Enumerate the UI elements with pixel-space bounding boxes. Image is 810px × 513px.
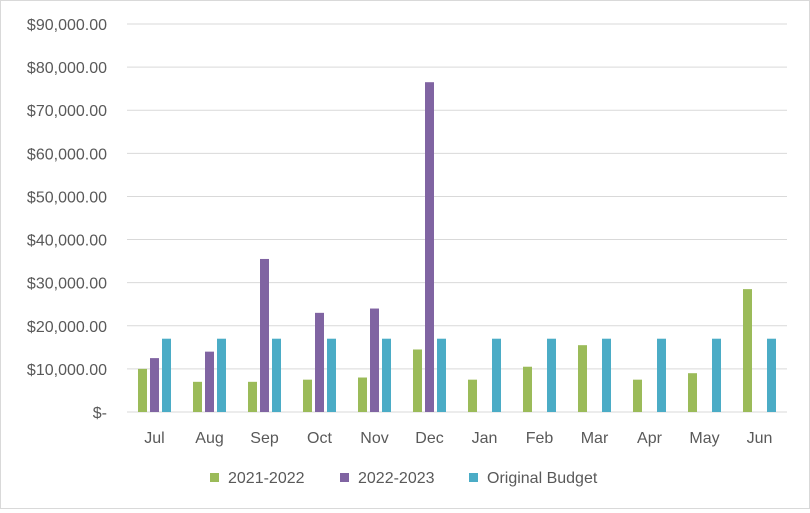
x-tick-label: Mar bbox=[581, 430, 609, 447]
bar-original-budget-oct bbox=[327, 338, 336, 412]
gridlines bbox=[127, 23, 787, 413]
x-tick-label: Feb bbox=[526, 430, 554, 447]
bar-2021-2022-aug bbox=[193, 381, 202, 412]
y-tick-label: $- bbox=[93, 405, 107, 422]
y-tick-label: $90,000.00 bbox=[27, 17, 107, 34]
bar-original-budget-may bbox=[712, 338, 721, 412]
legend-swatch bbox=[469, 473, 478, 482]
legend-label: Original Budget bbox=[487, 470, 598, 487]
legend-label: 2021-2022 bbox=[228, 470, 305, 487]
bar-2021-2022-dec bbox=[413, 349, 422, 412]
bar-original-budget-jun bbox=[767, 338, 776, 412]
x-tick-label: Aug bbox=[195, 430, 223, 447]
bar-original-budget-sep bbox=[272, 338, 281, 412]
y-tick-label: $20,000.00 bbox=[27, 319, 107, 336]
bar-2021-2022-apr bbox=[633, 379, 642, 412]
legend-swatch bbox=[210, 473, 219, 482]
bar-2022-2023-jul bbox=[150, 358, 159, 412]
bar-2022-2023-aug bbox=[205, 351, 214, 412]
y-tick-label: $60,000.00 bbox=[27, 146, 107, 163]
x-tick-label: Jun bbox=[747, 430, 773, 447]
bar-original-budget-jul bbox=[162, 338, 171, 412]
bar-2021-2022-jun bbox=[743, 289, 752, 412]
x-tick-label: Dec bbox=[415, 430, 443, 447]
bar-original-budget-apr bbox=[657, 338, 666, 412]
y-tick-label: $30,000.00 bbox=[27, 276, 107, 293]
bar-original-budget-nov bbox=[382, 338, 391, 412]
bar-2022-2023-oct bbox=[315, 312, 324, 412]
bar-2021-2022-nov bbox=[358, 377, 367, 412]
x-tick-label: Oct bbox=[307, 430, 332, 447]
bar-2021-2022-oct bbox=[303, 379, 312, 412]
x-tick-label: Apr bbox=[637, 430, 663, 447]
bar-2021-2022-may bbox=[688, 373, 697, 412]
bar-2022-2023-nov bbox=[370, 308, 379, 412]
y-tick-label: $10,000.00 bbox=[27, 362, 107, 379]
bar-2021-2022-feb bbox=[523, 366, 532, 412]
x-tick-label: May bbox=[689, 430, 719, 447]
x-tick-label: Jul bbox=[144, 430, 164, 447]
y-tick-label: $80,000.00 bbox=[27, 60, 107, 77]
bar-original-budget-feb bbox=[547, 338, 556, 412]
legend-swatch bbox=[340, 473, 349, 482]
y-tick-label: $70,000.00 bbox=[27, 103, 107, 120]
bar-2021-2022-jan bbox=[468, 379, 477, 412]
bar-original-budget-aug bbox=[217, 338, 226, 412]
y-axis-tick-labels: $- $10,000.00 $20,000.00 $30,000.00 $40,000.… bbox=[27, 17, 107, 422]
bar-2022-2023-sep bbox=[260, 258, 269, 412]
y-tick-label: $40,000.00 bbox=[27, 233, 107, 250]
bar-original-budget-mar bbox=[602, 338, 611, 412]
bar-2021-2022-sep bbox=[248, 381, 257, 412]
legend: 2021-2022 2022-2023 Original Budget bbox=[210, 470, 598, 487]
x-axis-tick-labels: Jul Aug Sep Oct Nov Dec Jan Feb Mar Apr May Jun bbox=[144, 430, 772, 447]
legend-label: 2022-2023 bbox=[358, 470, 435, 487]
bar-original-budget-dec bbox=[437, 338, 446, 412]
bar-2021-2022-mar bbox=[578, 345, 587, 412]
bars bbox=[138, 82, 776, 412]
bar-2022-2023-dec bbox=[425, 82, 434, 412]
bar-2021-2022-jul bbox=[138, 368, 147, 412]
x-tick-label: Sep bbox=[250, 430, 279, 447]
bar-original-budget-jan bbox=[492, 338, 501, 412]
x-tick-label: Nov bbox=[360, 430, 388, 447]
x-tick-label: Jan bbox=[472, 430, 498, 447]
y-tick-label: $50,000.00 bbox=[27, 189, 107, 206]
